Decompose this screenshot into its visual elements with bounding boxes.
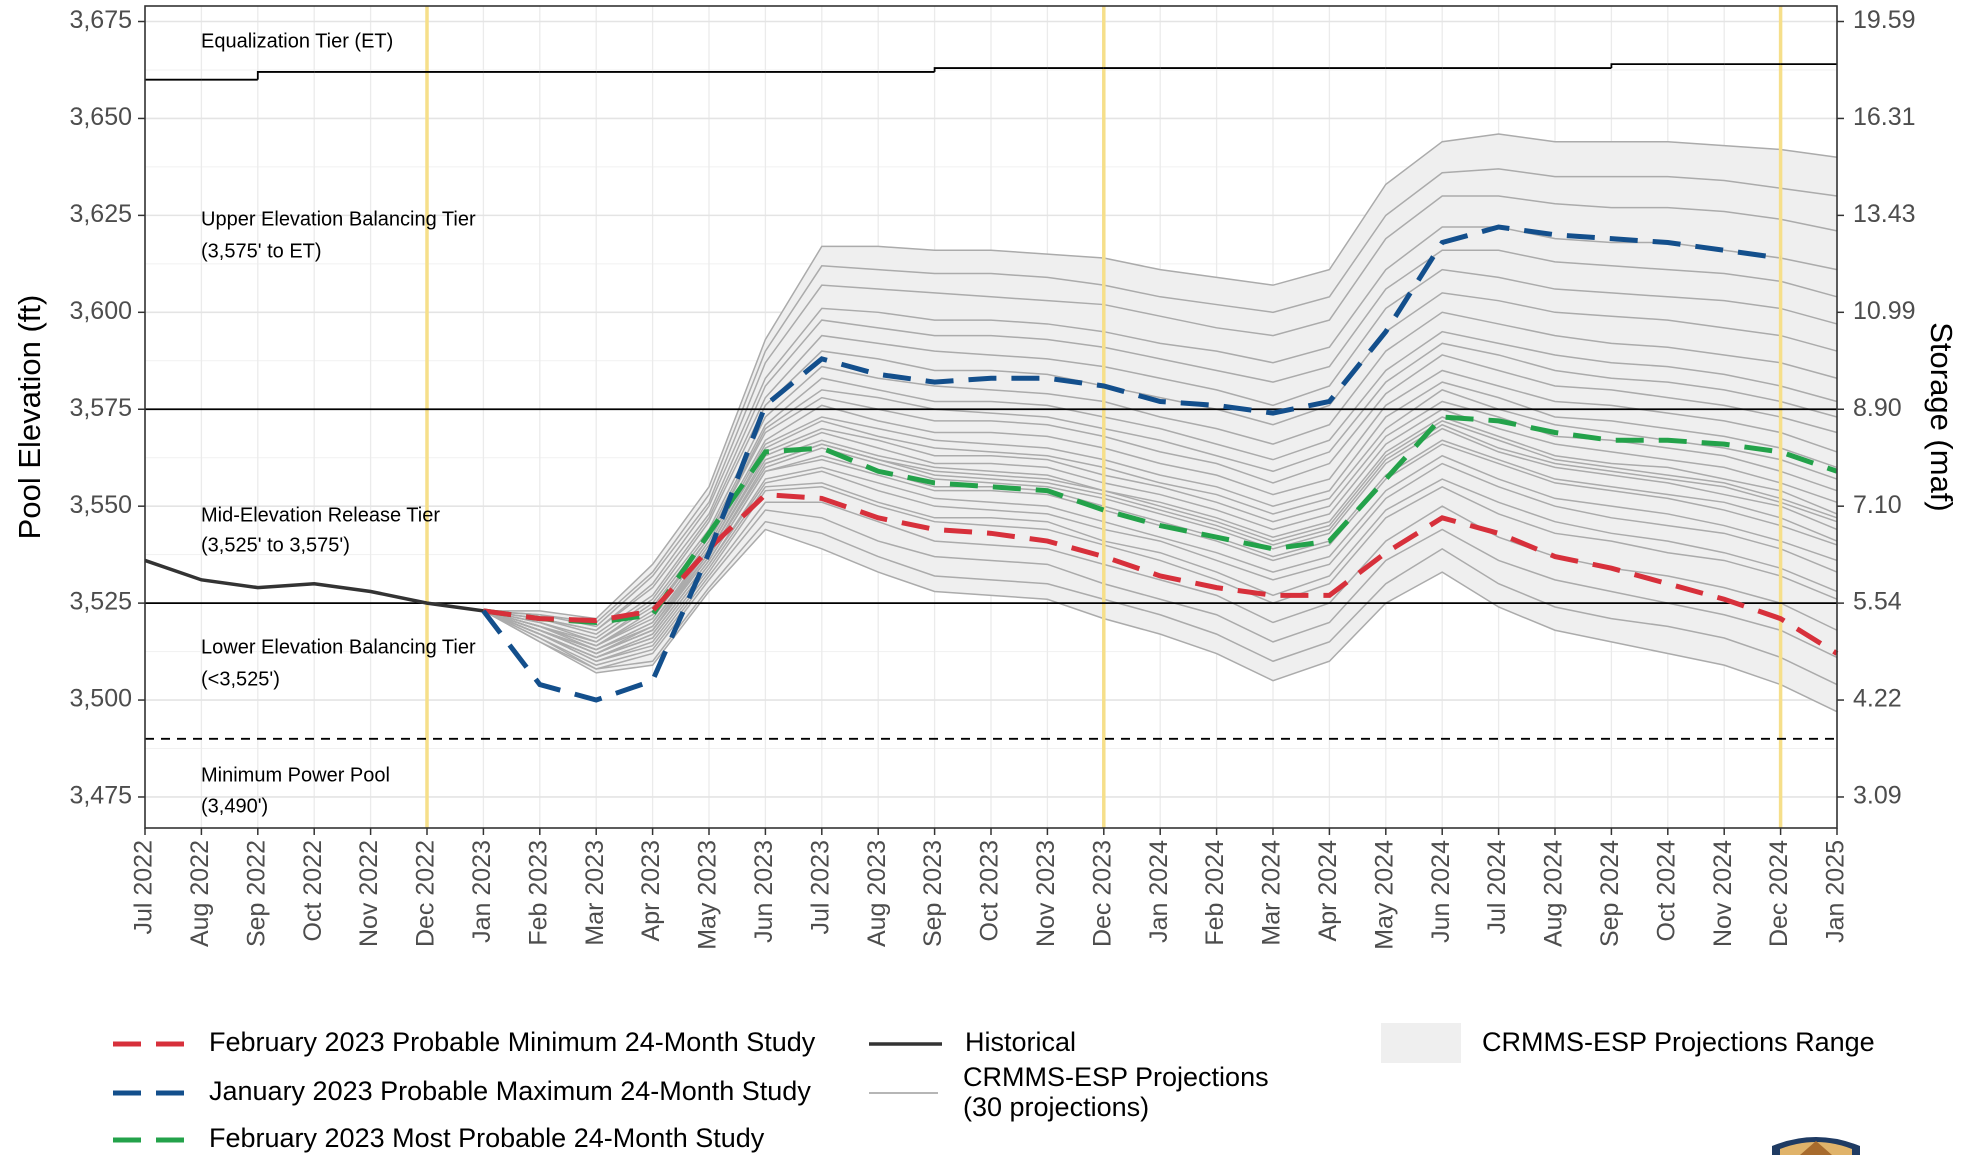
x-tick-label: Mar 2024 <box>1258 840 1286 946</box>
y-tick-label: 3,575 <box>69 394 132 422</box>
projection-line <box>483 528 1838 713</box>
y-tick-label: 3,500 <box>69 685 132 713</box>
y2-tick-label: 13.43 <box>1853 200 1916 228</box>
x-tick-label: Aug 2023 <box>863 840 891 947</box>
y-tick-label: 3,600 <box>69 297 132 325</box>
x-tick-label: Mar 2023 <box>581 840 609 946</box>
tier-annotation: Equalization Tier (ET) <box>201 30 393 52</box>
x-tick-label: Sep 2022 <box>242 840 270 947</box>
projection-line <box>483 381 1838 651</box>
x-tick-label: Feb 2023 <box>524 840 552 946</box>
projection-line <box>483 478 1838 663</box>
x-tick-label: Sep 2023 <box>919 840 947 947</box>
x-tick-label: May 2024 <box>1370 840 1398 950</box>
x-tick-label: Dec 2022 <box>412 840 440 947</box>
series-line <box>481 224 1781 703</box>
legend-label: CRMMS-ESP Projections <box>963 1062 1269 1092</box>
equalization-tier-line <box>1610 63 1668 69</box>
x-tick-label: May 2023 <box>694 840 722 950</box>
x-tick-label: Aug 2024 <box>1540 840 1568 947</box>
x-tick-label: Oct 2022 <box>299 840 327 941</box>
x-tick-label: Oct 2024 <box>1652 840 1680 942</box>
projection-line <box>483 168 1838 624</box>
tier-annotation: Upper Elevation Balancing Tier <box>201 208 476 230</box>
x-tick-label: Nov 2022 <box>355 840 383 947</box>
legend-label: Historical <box>965 1027 1076 1057</box>
projection-line <box>483 439 1838 659</box>
series-line <box>483 491 1839 656</box>
range-area <box>483 133 1837 712</box>
projection-line <box>483 509 1838 670</box>
y-axis-title: Pool Elevation (ft) <box>12 295 47 540</box>
tier-annotation: (<3,525') <box>201 668 280 690</box>
tier-annotation: (3,575' to ET) <box>201 240 322 262</box>
y-tick-label: 3,650 <box>69 103 132 131</box>
x-tick-label: Jul 2022 <box>130 840 158 935</box>
x-tick-label: Jan 2025 <box>1822 840 1850 943</box>
x-tick-label: Jul 2023 <box>806 840 834 935</box>
equalization-tier-line <box>933 67 991 72</box>
x-tick-label: Jan 2023 <box>468 840 496 943</box>
x-tick-label: Feb 2024 <box>1201 840 1229 946</box>
series-line <box>144 558 484 613</box>
x-tick-label: Jun 2023 <box>750 840 778 943</box>
x-tick-label: Jul 2024 <box>1483 840 1511 935</box>
projection-line <box>483 195 1838 628</box>
projection-line <box>483 133 1838 620</box>
x-tick-label: Dec 2024 <box>1765 840 1793 947</box>
y2-tick-label: 10.99 <box>1853 297 1916 325</box>
tier-annotation: Minimum Power Pool <box>201 764 390 786</box>
x-tick-label: Sep 2024 <box>1596 840 1624 947</box>
logo <box>1772 1137 1860 1155</box>
y-tick-label: 3,675 <box>69 6 132 34</box>
y-tick-label: 3,525 <box>69 588 132 616</box>
projection-line <box>483 249 1838 632</box>
x-tick-label: Nov 2024 <box>1709 840 1737 947</box>
projection-line <box>483 520 1838 686</box>
projection-line <box>483 292 1838 639</box>
tier-annotation: (3,525' to 3,575') <box>201 534 350 556</box>
y2-tick-label: 16.31 <box>1853 103 1916 131</box>
logo-shape <box>1800 1141 1832 1155</box>
projection-line <box>483 268 1838 635</box>
y-tick-label: 3,550 <box>69 491 132 519</box>
projection-line <box>483 485 1838 663</box>
y2-tick-label: 8.90 <box>1853 394 1902 422</box>
x-tick-label: Nov 2023 <box>1032 840 1060 947</box>
x-tick-label: Apr 2023 <box>637 840 665 941</box>
projection-line <box>483 454 1838 659</box>
y-tick-label: 3,475 <box>69 782 132 810</box>
tier-annotation: Lower Elevation Balancing Tier <box>201 636 476 658</box>
y2-axis-title: Storage (maf) <box>1924 322 1959 512</box>
projection-line <box>483 369 1838 647</box>
x-tick-label: Jan 2024 <box>1145 840 1173 943</box>
legend-label: February 2023 Probable Minimum 24-Month … <box>209 1027 816 1057</box>
legend-label: (30 projections) <box>963 1092 1149 1122</box>
y-tick-label: 3,625 <box>69 200 132 228</box>
projection-line <box>483 226 1838 632</box>
legend-swatch <box>1381 1023 1461 1063</box>
legend-label: January 2023 Probable Maximum 24-Month S… <box>209 1076 811 1106</box>
y2-tick-label: 19.59 <box>1853 6 1916 34</box>
legend-label: February 2023 Most Probable 24-Month Stu… <box>209 1123 765 1153</box>
series-line <box>483 414 1838 626</box>
x-tick-label: Dec 2023 <box>1088 840 1116 947</box>
y2-tick-label: 3.09 <box>1853 782 1902 810</box>
tier-annotation: Mid-Elevation Release Tier <box>201 504 440 526</box>
legend-label: CRMMS-ESP Projections Range <box>1482 1027 1875 1057</box>
x-tick-label: Oct 2023 <box>976 840 1004 941</box>
tier-annotation: (3,490') <box>201 795 268 817</box>
x-tick-label: Apr 2024 <box>1314 840 1342 942</box>
x-tick-label: Aug 2022 <box>186 840 214 947</box>
y2-tick-label: 7.10 <box>1853 491 1902 519</box>
x-tick-label: Jun 2024 <box>1427 840 1455 943</box>
equalization-tier-line <box>256 71 315 80</box>
y2-tick-label: 4.22 <box>1853 685 1902 713</box>
y2-tick-label: 5.54 <box>1853 588 1902 616</box>
